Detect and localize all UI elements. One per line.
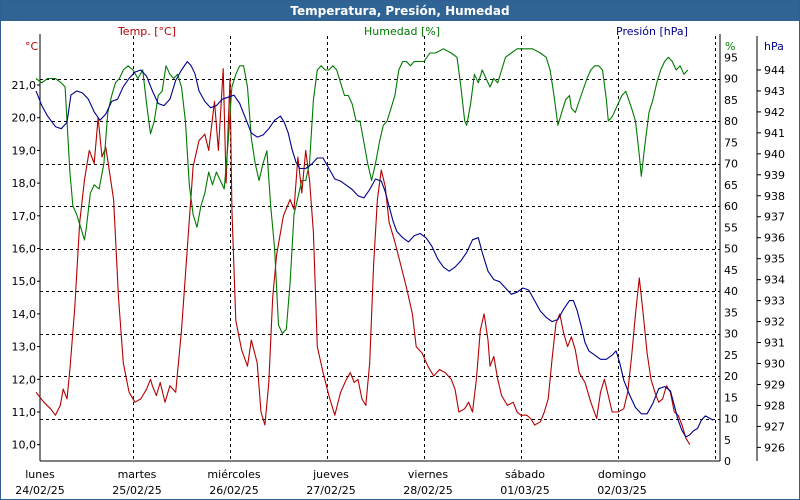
plot-lines (35, 48, 714, 445)
pres-tick-label: 937 (764, 211, 785, 224)
hum-tick-label: 55 (724, 221, 738, 234)
day-date-label: 26/02/25 (209, 484, 258, 497)
pres-tick-label: 942 (764, 106, 785, 119)
pres-tick-label: 938 (764, 190, 785, 203)
window-title: Temperatura, Presión, Humedad (1, 1, 799, 21)
pres-tick-label: 928 (764, 399, 785, 412)
temp-series-line (35, 68, 691, 445)
pres-tick-label: 934 (764, 274, 785, 287)
temp-axis-header: Temp. [°C] (117, 25, 176, 38)
pres-tick-label: 933 (764, 295, 785, 308)
day-name-label: domingo (598, 468, 646, 481)
pres-tick-label: 930 (764, 358, 785, 371)
pres-series-line (35, 61, 714, 438)
temp-tick-label: 12,0 (12, 373, 37, 386)
temp-unit-label: °C (25, 40, 39, 53)
tick-labels: 10,0 11,0 12,0 13,0 14,0 15,0 16,0 17,0 18,0 19,0… (12, 51, 786, 497)
pres-tick-label: 940 (764, 148, 785, 161)
hum-tick-label: 70 (724, 158, 738, 171)
temp-tick-label: 14,0 (12, 308, 37, 321)
hum-axis-header: Humedad [%] (364, 25, 440, 38)
day-date-label: 27/02/25 (306, 484, 355, 497)
hum-tick-label: 90 (724, 73, 738, 86)
hum-tick-label: 85 (724, 94, 738, 107)
day-name-label: martes (118, 468, 157, 481)
day-date-label: 25/02/25 (112, 484, 161, 497)
pres-tick-label: 927 (764, 420, 785, 433)
day-name-label: jueves (312, 468, 349, 481)
temp-tick-label: 18,0 (12, 177, 37, 190)
temp-tick-label: 19,0 (12, 144, 37, 157)
hum-tick-label: 30 (724, 328, 738, 341)
pres-tick-label: 935 (764, 253, 785, 266)
pres-tick-label: 941 (764, 127, 785, 140)
temp-tick-label: 17,0 (12, 210, 37, 223)
hum-tick-label: 15 (724, 391, 738, 404)
temp-tick-label: 10,0 (12, 439, 37, 452)
day-date-label: 24/02/25 (15, 484, 64, 497)
hum-tick-label: 60 (724, 200, 738, 213)
temp-tick-label: 21,0 (12, 79, 37, 92)
pres-unit-label: hPa (764, 40, 784, 53)
pres-tick-label: 939 (764, 169, 785, 182)
day-date-label: 01/03/25 (500, 484, 549, 497)
axis-headers: Temp. [°C] Humedad [%] Presión [hPa] °C% hPa (25, 25, 784, 53)
hum-tick-label: 50 (724, 243, 738, 256)
pres-tick-label: 943 (764, 85, 785, 98)
hum-tick-label: 65 (724, 179, 738, 192)
day-name-label: viernes (408, 468, 448, 481)
day-name-label: lunes (25, 468, 55, 481)
pres-tick-label: 929 (764, 378, 785, 391)
hum-tick-label: 25 (724, 349, 738, 362)
pres-tick-label: 926 (764, 441, 785, 454)
temp-tick-label: 11,0 (12, 406, 37, 419)
hum-tick-label: 80 (724, 115, 738, 128)
day-date-label: 02/03/25 (597, 484, 646, 497)
hum-tick-label: 95 (724, 51, 738, 64)
day-date-label: 28/02/25 (403, 484, 452, 497)
hum-tick-label: 40 (724, 285, 738, 298)
day-name-label: sábado (505, 468, 545, 481)
temp-tick-label: 16,0 (12, 243, 37, 256)
hum-tick-label: 10 (724, 413, 738, 426)
pres-tick-label: 936 (764, 232, 785, 245)
pres-axis-header: Presión [hPa] (616, 25, 688, 38)
pres-tick-label: 931 (764, 337, 785, 350)
hum-unit-label: % (725, 40, 735, 53)
hum-series-line (35, 48, 689, 335)
hum-tick-label: 0 (724, 455, 731, 468)
temp-tick-label: 15,0 (12, 275, 37, 288)
day-name-label: miércoles (207, 468, 260, 481)
pres-tick-label: 944 (764, 64, 785, 77)
hum-tick-label: 35 (724, 306, 738, 319)
temp-tick-label: 13,0 (12, 341, 37, 354)
pres-tick-label: 932 (764, 316, 785, 329)
hum-tick-label: 5 (724, 434, 731, 447)
hum-tick-label: 45 (724, 264, 738, 277)
hum-tick-label: 75 (724, 136, 738, 149)
hum-tick-label: 20 (724, 370, 738, 383)
temp-tick-label: 20,0 (12, 112, 37, 125)
